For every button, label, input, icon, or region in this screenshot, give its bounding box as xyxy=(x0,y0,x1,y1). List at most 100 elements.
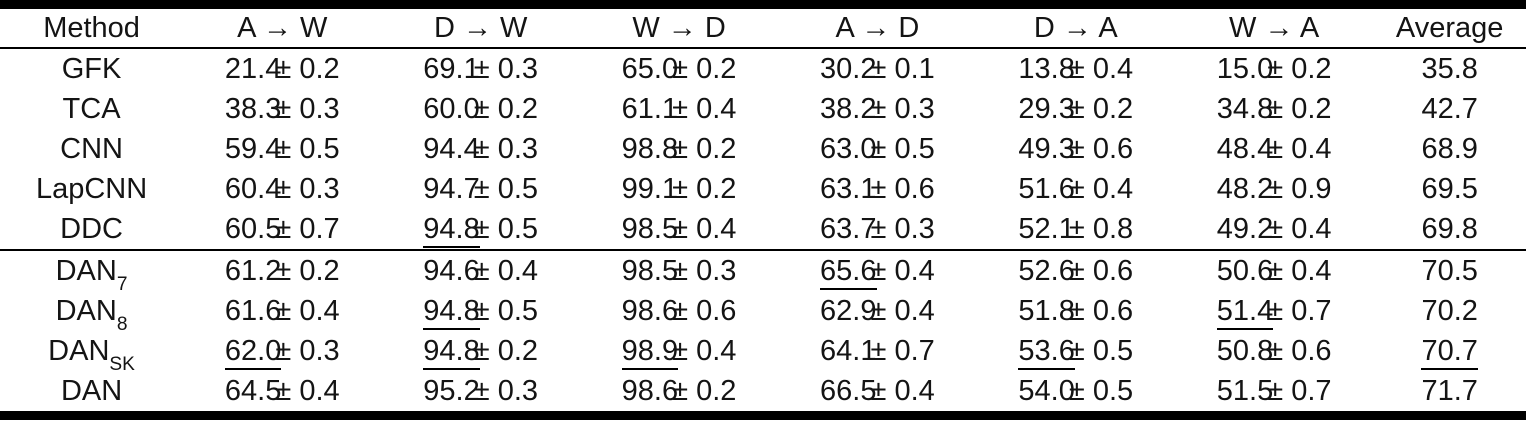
value-cell: 99.1± 0.2 xyxy=(580,169,778,209)
cell-mean: 95.2 xyxy=(423,374,480,407)
value-cell: 65.6± 0.4 xyxy=(778,249,977,291)
cell-mean: 59.4 xyxy=(224,132,282,165)
average-cell: 71.7 xyxy=(1373,371,1526,416)
table-row: TCA 38.3± 0.3 60.0± 0.2 61.1± 0.4 38.2± 0.3 2… xyxy=(0,89,1526,129)
method-cell: DAN xyxy=(0,371,183,416)
cell-mean: 53.6 xyxy=(1018,334,1075,370)
cell-std: ± 0.4 xyxy=(1068,172,1134,205)
cell-std: ± 0.4 xyxy=(473,254,539,287)
table-row: DAN8 61.6± 0.4 94.8± 0.5 98.6± 0.6 62.9± 0.4… xyxy=(0,291,1526,334)
column-header-a-w: A → W xyxy=(183,4,382,49)
value-cell: 34.8± 0.2 xyxy=(1175,89,1373,129)
value-cell: 51.6± 0.4 xyxy=(977,169,1175,209)
cell-mean: 50.6 xyxy=(1216,254,1274,287)
cell-std: ± 0.4 xyxy=(1267,254,1332,287)
value-cell: 64.5± 0.4 xyxy=(183,371,381,416)
cell-mean: 63.1 xyxy=(820,172,877,205)
column-header-d-w: D → W xyxy=(381,4,580,49)
cell-std: ± 0.2 xyxy=(672,172,737,205)
cell-std: ± 0.5 xyxy=(1068,334,1134,367)
method-label: LapCNN xyxy=(35,172,148,205)
cell-mean: 38.2 xyxy=(820,92,877,125)
method-cell: TCA xyxy=(0,89,183,129)
cell-mean: 69.1 xyxy=(423,52,480,85)
method-subscript: SK xyxy=(109,353,135,375)
table-row: CNN 59.4± 0.5 94.4± 0.3 98.8± 0.2 63.0± 0.5 4… xyxy=(0,129,1526,169)
cell-mean: 49.2 xyxy=(1216,212,1274,245)
cell-std: ± 0.3 xyxy=(275,172,340,205)
average-cell: 70.5 xyxy=(1373,249,1526,291)
method-cell: DDC xyxy=(0,209,183,250)
value-cell: 98.9± 0.4 xyxy=(580,331,778,371)
cell-std: ± 0.7 xyxy=(1267,374,1332,407)
cell-mean: 51.8 xyxy=(1018,294,1075,327)
value-cell: 62.9± 0.4 xyxy=(778,291,976,331)
cell-std: ± 0.3 xyxy=(870,212,935,245)
value-cell: 49.3± 0.6 xyxy=(977,129,1175,169)
cell-mean: 38.3 xyxy=(224,92,282,125)
cell-std: ± 0.4 xyxy=(1068,52,1134,85)
value-cell: 98.8± 0.2 xyxy=(580,129,778,169)
value-cell: 13.8± 0.4 xyxy=(977,48,1175,89)
cell-std: ± 0.3 xyxy=(473,132,539,165)
cell-mean: 64.1 xyxy=(820,334,877,367)
cell-std: ± 0.8 xyxy=(1068,212,1134,245)
value-cell: 66.5± 0.4 xyxy=(778,371,976,416)
value-cell: 69.1± 0.3 xyxy=(381,48,579,89)
cell-mean: 94.7 xyxy=(423,172,480,205)
cell-mean: 21.4 xyxy=(224,52,282,85)
value-cell: 64.1± 0.7 xyxy=(778,331,976,371)
cell-std: ± 0.2 xyxy=(672,132,737,165)
value-cell: 60.0± 0.2 xyxy=(381,89,579,129)
cell-mean: 51.6 xyxy=(1018,172,1075,205)
value-cell: 30.2± 0.1 xyxy=(778,48,976,89)
value-cell: 61.6± 0.4 xyxy=(183,291,381,331)
method-label: DAN xyxy=(48,334,110,367)
cell-mean: 60.5 xyxy=(224,212,282,245)
cell-std: ± 0.3 xyxy=(473,52,539,85)
value-cell: 94.8± 0.2 xyxy=(381,331,579,371)
cell-std: ± 0.5 xyxy=(473,294,539,327)
cell-std: ± 0.2 xyxy=(1068,92,1134,125)
method-label: CNN xyxy=(60,132,123,165)
value-cell: 63.7± 0.3 xyxy=(778,209,976,250)
cell-std: ± 0.3 xyxy=(275,92,340,125)
table-row: DDC 60.5± 0.7 94.8± 0.5 98.5± 0.4 63.7± 0.3 5… xyxy=(0,209,1526,250)
table-row: LapCNN 60.4± 0.3 94.7± 0.5 99.1± 0.2 63.1± 0… xyxy=(0,169,1526,209)
column-header-method: Method xyxy=(0,4,184,49)
cell-mean: 51.5 xyxy=(1216,374,1274,407)
value-cell: 98.5± 0.3 xyxy=(579,249,779,291)
cell-std: ± 0.6 xyxy=(1267,334,1332,367)
cell-mean: 68.9 xyxy=(1421,132,1478,165)
cell-mean: 64.5 xyxy=(224,374,282,407)
results-table: Method A → W D → W W → D A → D D → A W →… xyxy=(0,0,1526,420)
cell-std: ± 0.7 xyxy=(275,212,340,245)
cell-std: ± 0.2 xyxy=(672,374,737,407)
value-cell: 38.3± 0.3 xyxy=(183,89,381,129)
column-header-a-d: A → D xyxy=(778,4,977,49)
value-cell: 50.8± 0.6 xyxy=(1175,331,1373,371)
cell-std: ± 0.6 xyxy=(1068,132,1134,165)
value-cell: 60.5± 0.7 xyxy=(183,209,381,250)
method-cell: DAN8 xyxy=(0,291,183,334)
cell-mean: 69.8 xyxy=(1421,212,1478,245)
value-cell: 95.2± 0.3 xyxy=(381,371,579,416)
cell-mean: 52.1 xyxy=(1018,212,1075,245)
value-cell: 52.6± 0.6 xyxy=(976,249,1175,291)
cell-mean: 61.1 xyxy=(621,92,679,125)
cell-mean: 54.0 xyxy=(1018,374,1075,407)
value-cell: 62.0± 0.3 xyxy=(183,331,381,371)
column-header-average: Average xyxy=(1373,4,1526,49)
value-cell: 50.6± 0.4 xyxy=(1174,249,1374,291)
value-cell: 51.5± 0.7 xyxy=(1175,371,1373,416)
cell-mean: 98.8 xyxy=(621,132,679,165)
cell-mean: 62.0 xyxy=(224,334,282,370)
value-cell: 60.4± 0.3 xyxy=(183,169,381,209)
cell-mean: 52.6 xyxy=(1018,254,1075,287)
cell-std: ± 0.2 xyxy=(1267,52,1332,85)
cell-mean: 15.0 xyxy=(1216,52,1274,85)
cell-std: ± 0.6 xyxy=(870,172,935,205)
table-row: GFK 21.4± 0.2 69.1± 0.3 65.0± 0.2 30.2± 0.1 1… xyxy=(0,48,1526,89)
cell-mean: 98.9 xyxy=(621,334,679,370)
